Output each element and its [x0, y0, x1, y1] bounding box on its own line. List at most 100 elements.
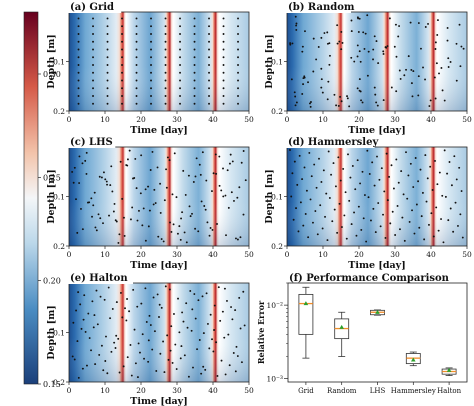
- sample-point: [97, 213, 100, 216]
- sample-point: [231, 160, 234, 163]
- sample-point: [124, 307, 126, 310]
- sample-point: [92, 79, 94, 82]
- sample-point: [106, 25, 109, 28]
- sample-point: [354, 188, 357, 191]
- sample-point: [295, 207, 297, 210]
- y-axis-label: Depth [m]: [46, 169, 57, 224]
- sample-point: [214, 153, 217, 156]
- sample-point: [222, 25, 225, 28]
- sample-point: [359, 182, 362, 185]
- sample-point: [180, 345, 183, 348]
- sample-point: [434, 97, 437, 100]
- sample-point: [135, 25, 138, 28]
- sample-point: [141, 224, 144, 227]
- sample-point: [87, 312, 90, 315]
- sample-point: [382, 99, 385, 102]
- sample-point: [163, 371, 166, 374]
- sample-point: [421, 191, 424, 194]
- sample-point: [424, 25, 427, 28]
- sample-point: [412, 70, 415, 73]
- sample-point: [150, 56, 152, 59]
- sample-point: [111, 190, 114, 193]
- sample-point: [99, 217, 102, 220]
- sample-point: [242, 213, 245, 216]
- sample-point: [126, 164, 129, 167]
- sample-point: [82, 318, 85, 321]
- sample-point: [434, 41, 437, 44]
- sample-point: [237, 95, 239, 97]
- sample-point: [178, 225, 181, 228]
- sample-point: [430, 212, 433, 215]
- mean-marker: [303, 301, 309, 306]
- sample-point: [320, 36, 323, 39]
- sample-point: [208, 40, 210, 43]
- sample-point: [92, 56, 94, 59]
- sample-point: [200, 200, 203, 203]
- sample-point: [106, 79, 109, 82]
- sample-point: [92, 87, 94, 90]
- sample-point: [356, 87, 359, 90]
- sample-point: [94, 226, 97, 229]
- sample-point: [301, 93, 304, 95]
- sample-point: [328, 63, 331, 66]
- sample-point: [399, 228, 401, 231]
- sample-point: [133, 328, 136, 331]
- x-tick-label: 20: [136, 250, 146, 259]
- panel-title-box: [68, 136, 116, 148]
- sample-point: [330, 173, 333, 176]
- box-grid: [298, 286, 314, 359]
- sample-point: [98, 353, 101, 356]
- sample-point: [121, 17, 123, 20]
- sample-point: [376, 155, 378, 158]
- sample-point: [362, 31, 365, 34]
- sample-point: [237, 17, 239, 20]
- sample-point: [215, 341, 218, 344]
- sample-point: [115, 220, 118, 223]
- sample-point: [208, 33, 210, 35]
- sample-point: [382, 53, 385, 55]
- panel-title-box: [286, 1, 351, 13]
- sample-point: [320, 67, 323, 70]
- sample-point: [424, 78, 426, 81]
- sample-point: [328, 197, 331, 199]
- sample-point: [357, 205, 360, 208]
- sample-point: [193, 102, 196, 105]
- sample-point: [183, 354, 186, 357]
- sample-point: [92, 326, 95, 329]
- sample-point: [412, 186, 415, 189]
- sample-point: [179, 79, 181, 82]
- x-tick-label: 0: [67, 386, 72, 395]
- sample-point: [179, 102, 181, 105]
- sample-point: [372, 58, 374, 61]
- y-tick-label: 0.1: [53, 58, 65, 67]
- sample-point: [441, 194, 444, 197]
- sample-point: [106, 48, 109, 51]
- sample-point: [223, 336, 226, 339]
- sample-point: [222, 195, 225, 198]
- sample-point: [160, 306, 163, 309]
- sample-point: [457, 224, 459, 227]
- sample-point: [222, 56, 225, 59]
- sample-point: [106, 183, 109, 186]
- sample-point: [84, 330, 87, 333]
- sample-point: [413, 232, 416, 235]
- sample-point: [337, 156, 340, 159]
- x-tick-label: 30: [390, 250, 400, 259]
- sample-point: [193, 56, 196, 59]
- sample-point: [308, 151, 311, 154]
- sample-point: [420, 215, 423, 218]
- sample-point: [129, 218, 132, 221]
- sample-point: [157, 235, 160, 238]
- sample-point: [92, 64, 94, 66]
- sample-point: [113, 202, 116, 205]
- sample-point: [220, 359, 223, 362]
- sample-point: [237, 102, 239, 105]
- sample-point: [407, 174, 410, 177]
- sample-point: [360, 228, 363, 231]
- sample-point: [453, 155, 456, 158]
- y-tick-label: 0.2: [271, 242, 283, 251]
- sample-point: [442, 241, 445, 244]
- sample-point: [320, 78, 323, 81]
- sample-point: [164, 25, 167, 28]
- sample-point: [222, 40, 225, 43]
